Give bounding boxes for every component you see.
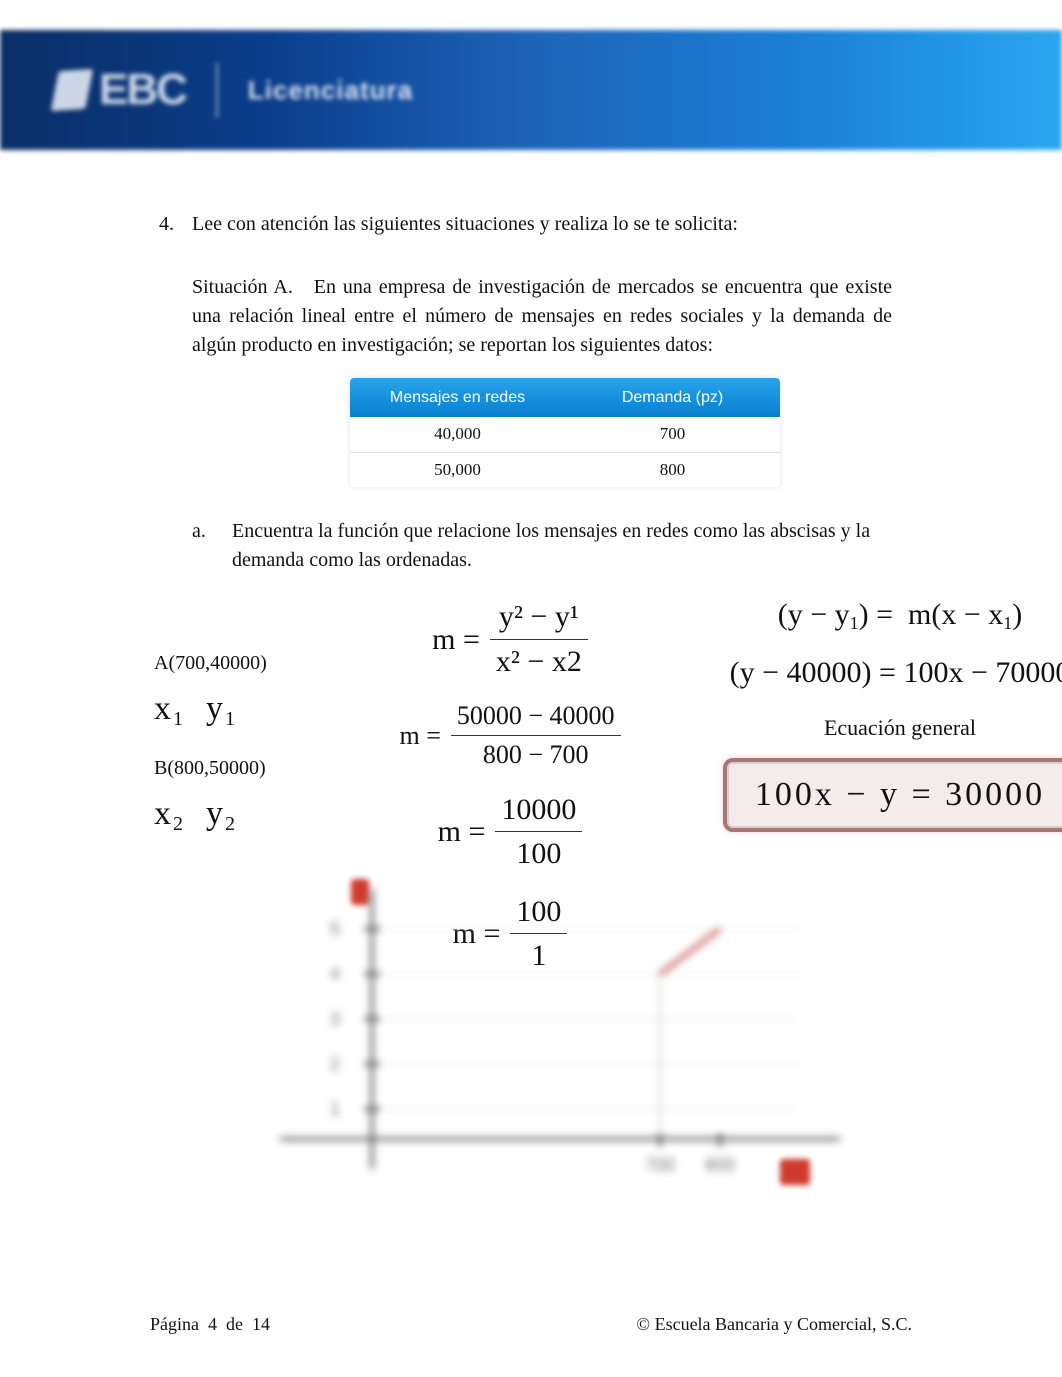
svg-text:5: 5 (330, 919, 340, 939)
point-B: B(800,50000) (154, 754, 267, 783)
table-header: Mensajes en redes Demanda (pz) (350, 378, 780, 417)
logo-mark-icon (51, 69, 93, 111)
svg-text:1: 1 (330, 1099, 340, 1119)
slope-step2-den: 100 (495, 832, 582, 876)
situation-body: En una empresa de investigación de merca… (192, 276, 892, 356)
sub-question: a. Encuentra la función que relacione lo… (192, 517, 912, 575)
table-cell: 700 (565, 417, 780, 452)
copyright: © Escuela Bancaria y Comercial, S.C. (636, 1314, 912, 1335)
situation-label: Situación A. (192, 276, 293, 298)
slope-formula-den: x² − x2 (490, 640, 588, 684)
point-A-vars: x1 y1 (154, 684, 267, 734)
math-area: A(700,40000) x1 y1 B(800,50000) x2 y2 m … (150, 589, 962, 1229)
slope-step1: m = 50000 − 40000 800 − 700 (360, 697, 660, 773)
situation-text: Situación A. En una empresa de investiga… (192, 273, 892, 360)
page-indicator: Página 4 de 14 (150, 1314, 270, 1335)
point-A: A(700,40000) (154, 649, 267, 678)
top-margin (0, 0, 1062, 30)
final-equation-box: 100x − y = 30000 (723, 758, 1062, 831)
slope-step1-den: 800 − 700 (451, 736, 621, 774)
question-row: 4. Lee con atención las siguientes situa… (150, 210, 962, 239)
question-prompt: Lee con atención las siguientes situacio… (192, 210, 738, 239)
banner-inner: EBC Licenciatura (0, 63, 413, 118)
table-cell: 50,000 (350, 453, 565, 488)
slope-step2: m = 10000 100 (360, 788, 660, 876)
table-row: 50,000 800 (350, 452, 780, 488)
data-table: Mensajes en redes Demanda (pz) 40,000 70… (350, 378, 780, 487)
header-banner: EBC Licenciatura (0, 30, 1062, 150)
slope-step1-num: 50000 − 40000 (451, 697, 621, 736)
svg-text:2: 2 (330, 1054, 340, 1074)
line-chart: 5 4 3 2 1 700 800 (280, 889, 840, 1219)
x-axis-cap-icon (780, 1159, 810, 1185)
points-column: A(700,40000) x1 y1 B(800,50000) x2 y2 (154, 649, 267, 859)
question-number: 4. (150, 210, 174, 239)
banner-subtitle: Licenciatura (248, 75, 413, 106)
svg-text:700: 700 (645, 1155, 675, 1175)
sub-question-letter: a. (192, 517, 212, 575)
general-equation-label: Ecuación general (690, 712, 1062, 744)
equation-column: (y − y1) = m(x − x1) (y − 40000) = 100x … (690, 593, 1062, 831)
table-col-1: Demanda (pz) (565, 378, 780, 417)
slope-formula-num: y² − y¹ (490, 595, 588, 640)
banner-separator (216, 63, 218, 118)
svg-text:4: 4 (330, 964, 340, 984)
point-slope-form: (y − y1) = m(x − x1) (690, 593, 1062, 637)
table-cell: 800 (565, 453, 780, 488)
substituted-equation: (y − 40000) = 100x − 70000 (690, 651, 1062, 695)
point-B-vars: x2 y2 (154, 789, 267, 839)
logo: EBC (55, 65, 186, 115)
slope-formula: m = y² − y¹ x² − x2 (360, 595, 660, 683)
table-body: 40,000 700 50,000 800 (350, 417, 780, 487)
logo-text: EBC (99, 65, 186, 115)
slope-step2-num: 10000 (495, 788, 582, 833)
svg-text:800: 800 (705, 1155, 735, 1175)
page: { "banner": { "logo_text": "EBC", "subti… (0, 0, 1062, 1377)
table-cell: 40,000 (350, 417, 565, 452)
table-col-0: Mensajes en redes (350, 378, 565, 417)
footer: Página 4 de 14 © Escuela Bancaria y Come… (0, 1314, 1062, 1335)
sub-question-text: Encuentra la función que relacione los m… (232, 517, 912, 575)
svg-text:3: 3 (330, 1009, 340, 1029)
table-row: 40,000 700 (350, 417, 780, 452)
content: 4. Lee con atención las siguientes situa… (0, 150, 1062, 1229)
